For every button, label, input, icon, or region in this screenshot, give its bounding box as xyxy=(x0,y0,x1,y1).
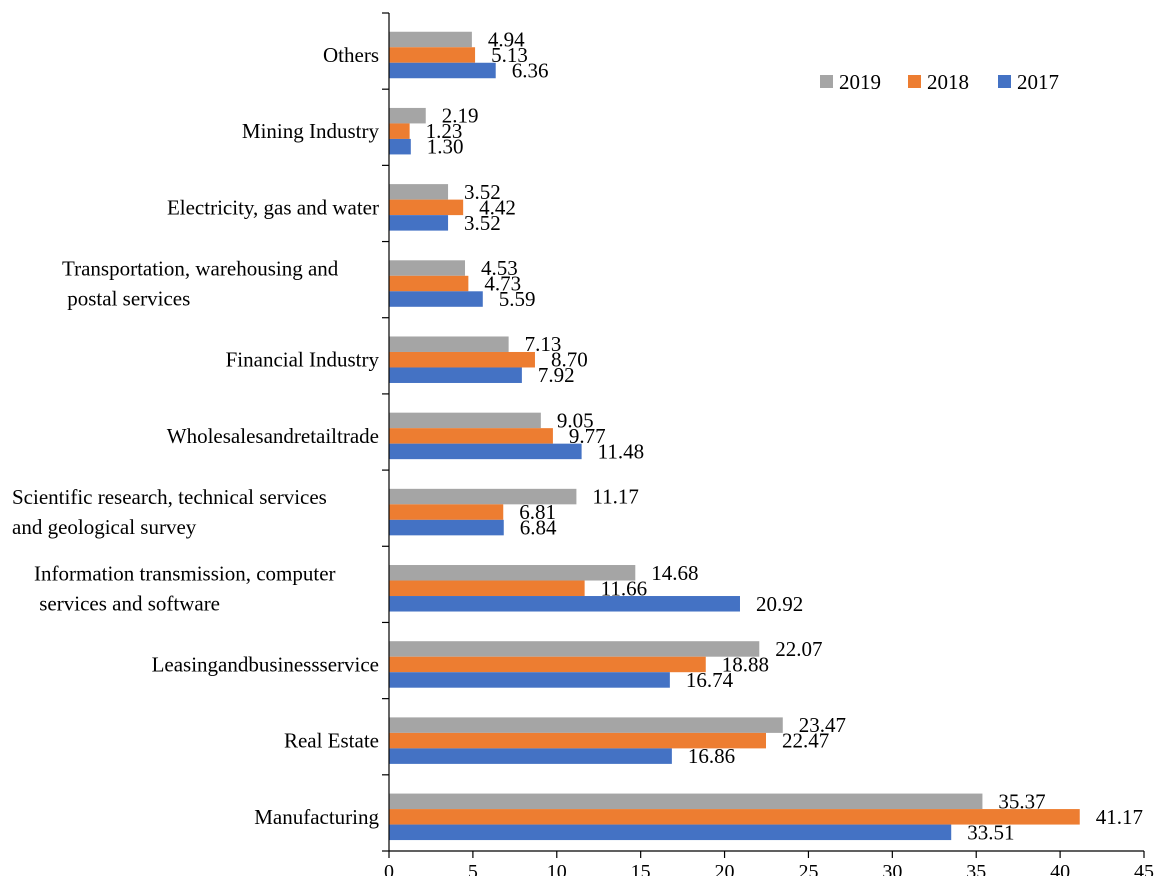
value-label-2019-5: 9.05 xyxy=(557,408,594,432)
category-labels-layer: Others Mining Industry Electricity, gas an… xyxy=(12,43,379,829)
category-label-8: Leasingandbusinessservice xyxy=(152,652,379,676)
legend: 2019 2018 2017 xyxy=(820,70,1059,94)
axes-layer: 0 5 10 15 20 25 30 35 40 45 xyxy=(382,12,1154,876)
bar-2019-8 xyxy=(389,641,760,657)
value-label-2018-10: 41.17 xyxy=(1096,805,1143,829)
bar-2017-9 xyxy=(389,748,672,764)
value-label-2019-0: 4.94 xyxy=(488,28,525,52)
value-label-2019-3: 4.53 xyxy=(481,256,518,280)
value-label-2019-7: 14.68 xyxy=(651,561,698,585)
bar-2017-0 xyxy=(389,62,496,79)
bar-2018-8 xyxy=(389,656,706,673)
x-tick-label-20: 20 xyxy=(715,861,735,876)
value-label-2018-2: 4.42 xyxy=(479,195,516,219)
value-label-2019-4: 7.13 xyxy=(525,332,562,356)
value-label-2017-5: 11.48 xyxy=(598,439,644,463)
bar-2017-10 xyxy=(389,824,952,841)
value-label-2019-6: 11.17 xyxy=(592,485,638,509)
x-tick-label-30: 30 xyxy=(882,861,902,876)
category-label-6: Scientific research, technical services a… xyxy=(12,485,327,539)
value-label-2018-3: 4.73 xyxy=(484,272,521,296)
value-label-2017-3: 5.59 xyxy=(499,287,536,311)
category-label-0: Others xyxy=(323,43,379,67)
value-label-2017-2: 3.52 xyxy=(464,211,501,235)
bar-2019-3 xyxy=(389,260,466,276)
value-label-2017-0: 6.36 xyxy=(512,59,549,83)
category-label-2: Electricity, gas and water xyxy=(167,195,379,219)
value-label-2019-8: 22.07 xyxy=(775,637,822,661)
value-label-2018-6: 6.81 xyxy=(519,500,556,524)
bar-2017-8 xyxy=(389,672,670,688)
bar-2018-0 xyxy=(389,47,476,63)
x-tick-label-25: 25 xyxy=(798,861,818,876)
bar-2018-2 xyxy=(389,199,464,216)
bar-2019-5 xyxy=(389,412,541,429)
bar-2019-10 xyxy=(389,793,983,810)
legend-label-2017: 2017 xyxy=(1017,70,1059,94)
value-label-2017-6: 6.84 xyxy=(520,516,557,540)
x-tick-label-40: 40 xyxy=(1050,861,1070,876)
x-tick-label-5: 5 xyxy=(468,861,478,876)
bar-2017-3 xyxy=(389,291,483,307)
value-label-2018-0: 5.13 xyxy=(491,43,528,67)
value-label-2018-5: 9.77 xyxy=(569,424,606,448)
category-label-7: Information transmission, computer servi… xyxy=(34,561,336,615)
value-label-2017-10: 33.51 xyxy=(967,820,1014,844)
value-label-2017-7: 20.92 xyxy=(756,592,803,616)
value-label-2018-4: 8.70 xyxy=(551,348,588,372)
bar-2019-1 xyxy=(389,107,426,124)
bar-2018-4 xyxy=(389,351,535,368)
value-label-2019-2: 3.52 xyxy=(464,180,501,204)
x-tick-label-0: 0 xyxy=(384,861,394,876)
x-tick-label-15: 15 xyxy=(631,861,651,876)
bar-2018-1 xyxy=(389,123,410,139)
legend-label-2019: 2019 xyxy=(839,70,881,94)
bar-2019-0 xyxy=(389,31,472,48)
bar-2017-1 xyxy=(389,138,411,155)
bar-2017-2 xyxy=(389,215,449,231)
bar-2019-6 xyxy=(389,488,577,505)
bar-2019-9 xyxy=(389,717,783,733)
value-label-2017-1: 1.30 xyxy=(427,135,464,159)
value-label-2019-10: 35.37 xyxy=(998,789,1045,813)
value-label-2017-8: 16.74 xyxy=(686,668,734,692)
bar-2019-7 xyxy=(389,565,636,581)
legend-label-2018: 2018 xyxy=(927,70,969,94)
category-label-9: Real Estate xyxy=(284,729,379,753)
value-labels-layer: 4.945.136.362.191.231.303.524.423.524.53… xyxy=(426,28,1143,845)
value-label-2019-1: 2.19 xyxy=(442,104,479,128)
value-label-2017-9: 16.86 xyxy=(688,744,735,768)
value-label-2019-9: 23.47 xyxy=(799,713,846,737)
category-label-1: Mining Industry xyxy=(242,119,380,143)
category-label-10: Manufacturing xyxy=(254,805,379,829)
bar-2017-7 xyxy=(389,596,740,612)
bar-2017-6 xyxy=(389,519,504,536)
bar-2019-4 xyxy=(389,336,509,352)
bar-2018-7 xyxy=(389,580,585,597)
legend-swatch-2017 xyxy=(998,75,1011,88)
value-label-2017-4: 7.92 xyxy=(538,363,575,387)
bar-2018-5 xyxy=(389,428,553,444)
legend-swatch-2019 xyxy=(820,75,833,88)
x-tick-label-10: 10 xyxy=(547,861,567,876)
legend-swatch-2018 xyxy=(908,75,921,88)
bar-2017-5 xyxy=(389,443,582,460)
bars-layer xyxy=(389,31,1080,841)
bar-2018-10 xyxy=(389,809,1080,825)
x-tick-label-35: 35 xyxy=(966,861,986,876)
category-label-5: Wholesalesandretailtrade xyxy=(167,424,379,448)
x-tick-label-45: 45 xyxy=(1134,861,1154,876)
category-label-4: Financial Industry xyxy=(226,348,380,372)
bar-2018-3 xyxy=(389,275,469,292)
value-label-2018-8: 18.88 xyxy=(722,652,769,676)
bar-2018-9 xyxy=(389,732,766,749)
bar-2017-4 xyxy=(389,367,522,383)
value-label-2018-1: 1.23 xyxy=(426,119,463,143)
bar-2019-2 xyxy=(389,184,449,200)
category-label-3: Transportation, warehousing and postal s… xyxy=(62,257,339,311)
value-label-2018-7: 11.66 xyxy=(601,576,647,600)
value-label-2018-9: 22.47 xyxy=(782,729,829,753)
bar-2018-6 xyxy=(389,504,504,520)
